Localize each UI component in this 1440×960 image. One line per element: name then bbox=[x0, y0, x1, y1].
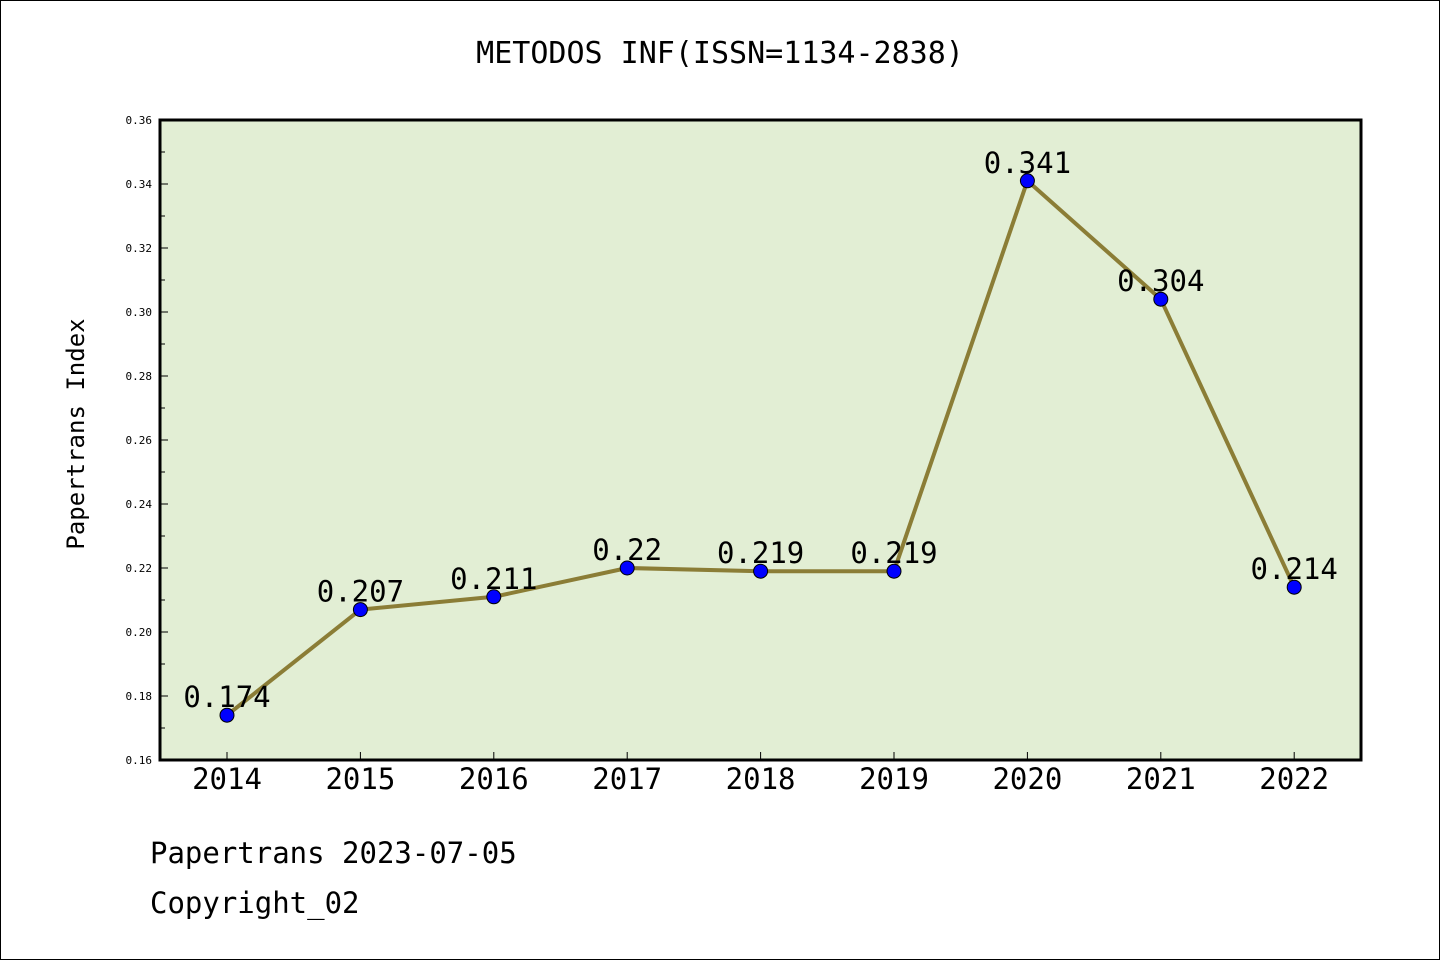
data-label: 0.304 bbox=[1117, 264, 1204, 298]
y-tick-label: 0.24 bbox=[126, 498, 153, 511]
y-tick-label: 0.20 bbox=[126, 626, 153, 639]
x-tick-label: 2015 bbox=[325, 762, 395, 796]
data-labels: 0.174 0.207 0.211 0.22 0.219 0.219 0.341 0.304 0… bbox=[183, 146, 1338, 714]
data-point bbox=[486, 589, 502, 605]
y-tick-label: 0.16 bbox=[126, 754, 153, 767]
x-tick-label: 2018 bbox=[726, 762, 796, 796]
x-tick-label: 2020 bbox=[992, 762, 1062, 796]
x-tick-label: 2016 bbox=[459, 762, 529, 796]
data-point bbox=[619, 560, 635, 576]
data-point bbox=[753, 563, 769, 579]
y-tick-label: 0.34 bbox=[126, 178, 153, 191]
data-point bbox=[352, 602, 368, 618]
data-label: 0.219 bbox=[717, 536, 804, 570]
x-tick-label: 2022 bbox=[1259, 762, 1329, 796]
data-label: 0.214 bbox=[1251, 552, 1338, 586]
y-tick-label: 0.18 bbox=[126, 690, 153, 703]
data-label: 0.174 bbox=[183, 680, 270, 714]
y-tick-label: 0.32 bbox=[126, 242, 153, 255]
data-point bbox=[1153, 291, 1169, 307]
data-label: 0.22 bbox=[592, 533, 662, 567]
y-axis-label: Papertrans Index bbox=[62, 318, 90, 549]
series-papertrans-index bbox=[219, 173, 1302, 723]
y-axis: 0.16 0.18 0.20 0.22 0.24 0.26 0.28 0.30 0.32 0.34… bbox=[126, 114, 168, 767]
footer-date: Papertrans 2023-07-05 bbox=[150, 836, 517, 870]
data-label: 0.219 bbox=[850, 536, 937, 570]
plot-area bbox=[160, 120, 1361, 760]
x-tick-label: 2014 bbox=[192, 762, 262, 796]
y-tick-label: 0.26 bbox=[126, 434, 153, 447]
x-axis: 2014 2015 2016 2017 2018 2019 2020 2021 2022 bbox=[192, 752, 1329, 796]
x-tick-label: 2019 bbox=[859, 762, 929, 796]
data-point bbox=[1286, 579, 1302, 595]
y-tick-label: 0.28 bbox=[126, 370, 153, 383]
data-label: 0.207 bbox=[317, 575, 404, 609]
data-point bbox=[886, 563, 902, 579]
chart-title: METODOS INF(ISSN=1134-2838) bbox=[476, 36, 964, 71]
plot-border bbox=[158, 118, 1363, 762]
data-point bbox=[1019, 173, 1035, 189]
x-tick-label: 2021 bbox=[1126, 762, 1196, 796]
y-tick-label: 0.22 bbox=[126, 562, 153, 575]
data-label: 0.341 bbox=[984, 146, 1071, 180]
x-tick-label: 2017 bbox=[592, 762, 662, 796]
data-label: 0.211 bbox=[450, 562, 537, 596]
data-point bbox=[219, 707, 235, 723]
footer-copyright: Copyright_02 bbox=[150, 886, 360, 920]
y-tick-label: 0.30 bbox=[126, 306, 153, 319]
y-tick-label: 0.36 bbox=[126, 114, 153, 127]
